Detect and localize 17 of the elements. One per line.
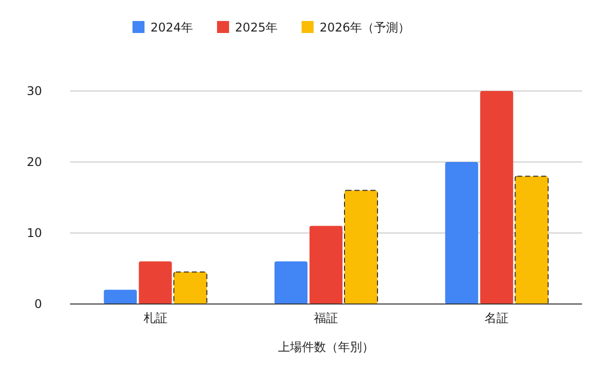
legend-label: 2025年 (235, 20, 278, 34)
bar (445, 162, 478, 304)
bar (104, 290, 137, 304)
bar (310, 226, 342, 304)
y-tick-label: 30 (26, 84, 42, 98)
x-tick-label: 名証 (484, 311, 509, 325)
x-axis-title: 上場件数（年別） (278, 340, 374, 354)
y-tick-label: 10 (26, 226, 42, 240)
x-tick-label: 福証 (314, 311, 338, 325)
legend-label: 2026年（予測） (320, 20, 410, 34)
bar (138, 261, 172, 304)
bar (480, 91, 514, 304)
y-tick-label: 0 (34, 297, 42, 311)
bar (274, 261, 308, 304)
x-tick-label: 札証 (143, 311, 168, 325)
legend-label: 2024年 (150, 20, 194, 34)
y-tick-label: 20 (26, 155, 42, 169)
